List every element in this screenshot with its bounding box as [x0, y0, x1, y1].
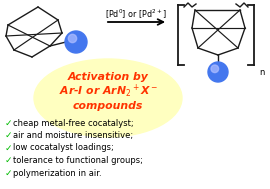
Circle shape	[65, 31, 87, 53]
Text: ✓: ✓	[5, 131, 12, 140]
Text: cheap metal-free cocatalyst;: cheap metal-free cocatalyst;	[13, 119, 134, 128]
Text: ✓: ✓	[5, 156, 12, 165]
Circle shape	[68, 34, 77, 43]
Text: n: n	[259, 68, 264, 77]
Text: compounds: compounds	[73, 101, 143, 111]
Text: polymerization in air.: polymerization in air.	[13, 169, 102, 177]
Text: ✓: ✓	[5, 119, 12, 128]
Text: ✓: ✓	[5, 169, 12, 177]
Text: ✓: ✓	[5, 143, 12, 153]
Text: air and moisture insensitive;: air and moisture insensitive;	[13, 131, 133, 140]
Text: Activation by: Activation by	[68, 72, 148, 82]
Circle shape	[208, 62, 228, 82]
Text: [Pd$^0$] or [Pd$^{2+}$]: [Pd$^0$] or [Pd$^{2+}$]	[105, 7, 167, 21]
Ellipse shape	[34, 59, 182, 137]
Text: tolerance to functional groups;: tolerance to functional groups;	[13, 156, 143, 165]
Text: low cocatalyst loadings;: low cocatalyst loadings;	[13, 143, 114, 153]
Text: Ar-I or ArN$_2$$^+$X$^-$: Ar-I or ArN$_2$$^+$X$^-$	[59, 82, 157, 100]
Circle shape	[211, 65, 219, 73]
